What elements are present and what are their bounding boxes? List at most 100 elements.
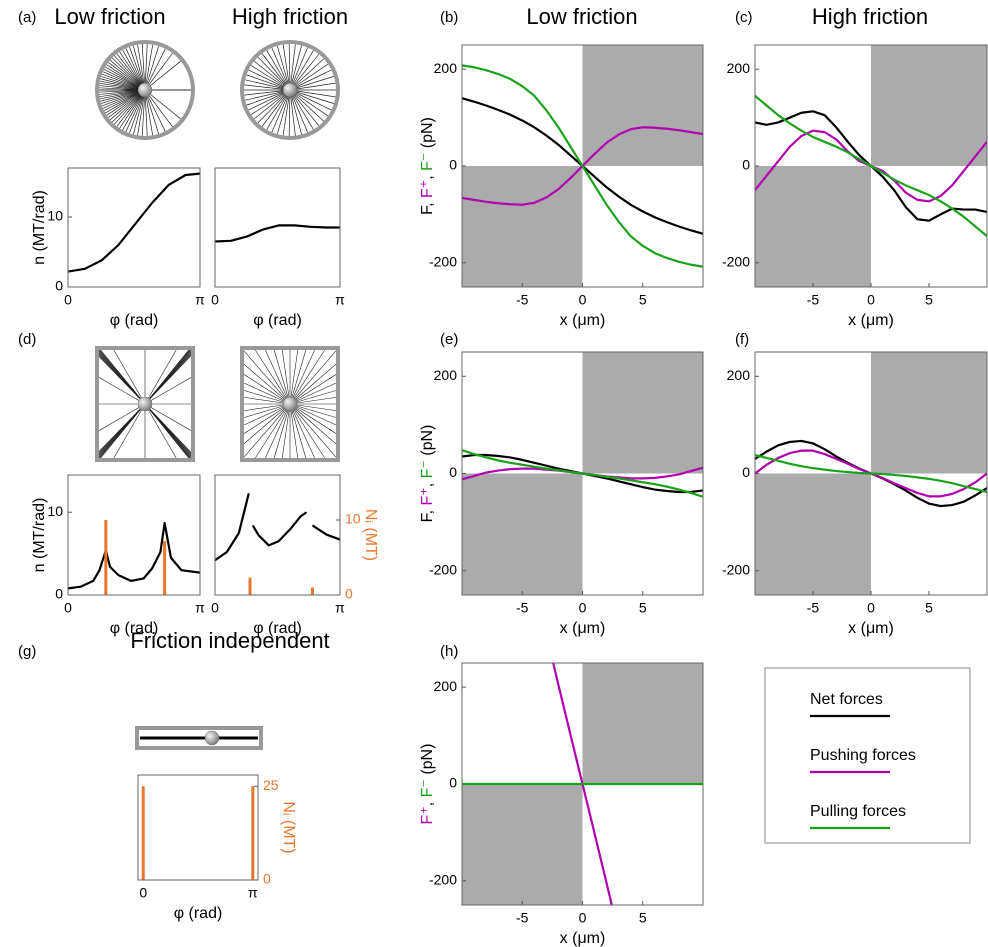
y-tick-label: 200 xyxy=(727,367,751,383)
y-tick-label: -200 xyxy=(722,254,750,270)
centrosome xyxy=(283,397,297,411)
y-axis-label-part: (pN) xyxy=(419,744,436,780)
panel-label: (e) xyxy=(440,331,458,348)
bar xyxy=(251,786,254,880)
y-tick-label: -200 xyxy=(429,254,457,270)
x-axis-label: x (μm) xyxy=(560,620,606,637)
x-axis-label: φ (rad) xyxy=(174,905,223,922)
legend-label: Net forces xyxy=(810,691,883,708)
x-tick-label: -5 xyxy=(807,600,820,616)
y-axis-label-part: , xyxy=(419,171,436,180)
y-tick-label: 0 xyxy=(55,278,63,294)
y-axis-label-part: , xyxy=(419,478,436,487)
y-tick-label: 0 xyxy=(55,586,63,602)
x-tick-label: -5 xyxy=(516,292,529,308)
plot-area xyxy=(138,775,258,880)
y-tick-label: 0 xyxy=(742,464,750,480)
x-tick-label: 0 xyxy=(867,292,875,308)
chart: (c)High friction-505-2000200x (μm) xyxy=(722,4,987,329)
microtubule xyxy=(290,404,336,444)
x-tick-label: -5 xyxy=(807,292,820,308)
chart: (f)-505-2000200x (μm) xyxy=(722,331,987,637)
centrosome xyxy=(138,83,152,97)
y-tick-label: 200 xyxy=(434,60,458,76)
panel-label: (g) xyxy=(18,643,36,660)
x-tick-label: -5 xyxy=(516,600,529,616)
x-axis-label: φ (rad) xyxy=(110,312,159,329)
legend-label: Pulling forces xyxy=(810,803,906,820)
y2-tick-label: 0 xyxy=(263,871,271,887)
y-tick-label: 200 xyxy=(434,367,458,383)
x-tick-label: 0 xyxy=(579,600,587,616)
x-tick-label: 0 xyxy=(64,292,72,308)
y2-tick-label: 25 xyxy=(263,777,279,793)
panel-label: (f) xyxy=(735,331,749,348)
x-tick-label: 0 xyxy=(211,600,219,616)
y-axis-label-part: F, xyxy=(419,198,436,215)
microtubule xyxy=(145,404,176,458)
panel-label: (d) xyxy=(18,331,36,348)
microtubule xyxy=(244,404,290,444)
y2-tick-label: 10 xyxy=(345,511,361,527)
shade xyxy=(583,352,704,474)
y-axis-label-part: F⁺ xyxy=(419,487,436,505)
y-axis-label-part: F⁻ xyxy=(419,779,436,797)
x-tick-label: 5 xyxy=(639,292,647,308)
microtubule xyxy=(290,350,306,404)
y-axis-label: n (MT/rad) xyxy=(31,498,48,573)
microtubule xyxy=(290,404,306,458)
y-tick-label: 10 xyxy=(47,208,63,224)
y-axis-label: F, F⁺, F⁻ (pN) xyxy=(419,117,436,215)
x-axis-label: x (μm) xyxy=(848,620,894,637)
x-tick-label: 5 xyxy=(639,600,647,616)
plot-area xyxy=(68,168,200,287)
x-axis-label: φ (rad) xyxy=(253,312,302,329)
panel-label: (a) xyxy=(18,9,36,26)
y-axis-label: F, F⁺, F⁻ (pN) xyxy=(419,425,436,523)
x-tick-label: π xyxy=(335,600,345,616)
bar xyxy=(142,786,145,880)
y-tick-label: 200 xyxy=(434,678,458,694)
shade xyxy=(462,784,583,905)
shade xyxy=(583,663,704,784)
microtubule xyxy=(290,351,336,404)
y-tick-label: 0 xyxy=(449,157,457,173)
bar xyxy=(311,588,314,596)
y-axis-label: n (MT/rad) xyxy=(31,190,48,265)
microtubule xyxy=(274,404,290,458)
x-tick-label: 0 xyxy=(579,292,587,308)
y-axis-label-part: , xyxy=(419,797,436,806)
chart-title: Low friction xyxy=(54,4,165,29)
microtubule xyxy=(145,350,189,404)
y-axis-label-part: n (MT/rad) xyxy=(31,498,48,573)
microtubule xyxy=(145,377,191,404)
shade xyxy=(871,352,987,474)
panel-label: (c) xyxy=(735,9,753,26)
x-tick-label: 0 xyxy=(867,600,875,616)
y-axis-label-part: F⁺ xyxy=(419,180,436,198)
y-axis-label-part: F⁻ xyxy=(419,153,436,171)
x-tick-label: π xyxy=(335,292,345,308)
shade xyxy=(871,45,987,166)
figure: (a)Low friction0π010φ (rad)n (MT/rad)Hig… xyxy=(0,0,988,947)
y-axis-label-part: F⁺ xyxy=(419,806,436,824)
microtubule xyxy=(145,350,176,404)
x-axis-label: x (μm) xyxy=(560,930,606,947)
y-tick-label: 0 xyxy=(449,775,457,791)
x-tick-label: π xyxy=(195,600,205,616)
chart-title: High friction xyxy=(812,4,928,29)
x-tick-label: 0 xyxy=(579,910,587,926)
x-tick-label: 0 xyxy=(211,292,219,308)
x-tick-label: π xyxy=(248,885,258,901)
microtubule xyxy=(274,350,290,404)
y-tick-label: -200 xyxy=(722,561,750,577)
y-tick-label: 200 xyxy=(727,60,751,76)
x-tick-label: -5 xyxy=(516,910,529,926)
x-tick-label: 0 xyxy=(64,600,72,616)
microtubule xyxy=(99,377,145,404)
microtubule xyxy=(145,404,189,458)
shade xyxy=(462,474,583,596)
